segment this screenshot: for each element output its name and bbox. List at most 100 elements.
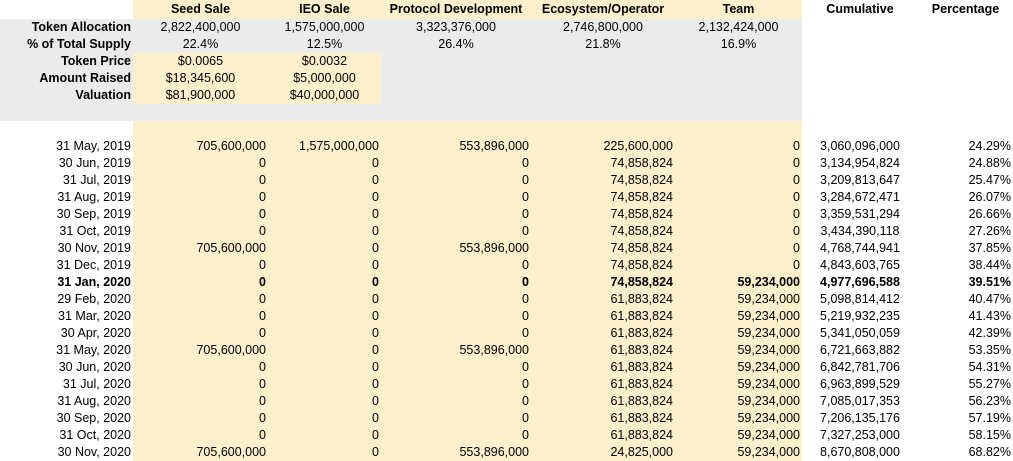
- value-cell[interactable]: 74,858,824: [531, 257, 675, 274]
- value-cell[interactable]: 0: [133, 274, 268, 291]
- value-cell[interactable]: 74,858,824: [531, 240, 675, 257]
- percentage-cell[interactable]: 41.43%: [918, 308, 1013, 325]
- cumulative-cell[interactable]: 7,085,017,353: [802, 393, 918, 410]
- value-cell[interactable]: 0: [133, 427, 268, 444]
- value-cell[interactable]: 705,600,000: [133, 342, 268, 359]
- empty-cell[interactable]: [268, 121, 381, 138]
- empty-cell[interactable]: [918, 87, 1013, 104]
- value-cell[interactable]: 0: [133, 376, 268, 393]
- cumulative-cell[interactable]: 6,842,781,706: [802, 359, 918, 376]
- value-cell[interactable]: 0: [675, 155, 802, 172]
- value-cell[interactable]: 0: [381, 155, 531, 172]
- summary-cell[interactable]: $40,000,000: [268, 87, 381, 104]
- cumulative-cell[interactable]: 6,963,899,529: [802, 376, 918, 393]
- value-cell[interactable]: 0: [268, 240, 381, 257]
- empty-cell[interactable]: [531, 104, 675, 121]
- cumulative-cell[interactable]: 4,768,744,941: [802, 240, 918, 257]
- value-cell[interactable]: 74,858,824: [531, 223, 675, 240]
- empty-cell[interactable]: [802, 104, 918, 121]
- percentage-cell[interactable]: 26.66%: [918, 206, 1013, 223]
- percentage-cell[interactable]: 54.31%: [918, 359, 1013, 376]
- column-header[interactable]: Protocol Development: [381, 0, 531, 19]
- value-cell[interactable]: 59,234,000: [675, 308, 802, 325]
- value-cell[interactable]: 0: [268, 223, 381, 240]
- column-header[interactable]: IEO Sale: [268, 0, 381, 19]
- summary-cell[interactable]: [675, 53, 802, 70]
- cumulative-cell[interactable]: 3,434,390,118: [802, 223, 918, 240]
- value-cell[interactable]: 705,600,000: [133, 240, 268, 257]
- value-cell[interactable]: 0: [133, 308, 268, 325]
- summary-cell[interactable]: [675, 87, 802, 104]
- empty-cell[interactable]: [802, 19, 918, 36]
- value-cell[interactable]: 0: [133, 410, 268, 427]
- empty-cell[interactable]: [802, 53, 918, 70]
- value-cell[interactable]: 59,234,000: [675, 410, 802, 427]
- value-cell[interactable]: 0: [268, 155, 381, 172]
- empty-cell[interactable]: [918, 121, 1013, 138]
- value-cell[interactable]: 0: [133, 359, 268, 376]
- value-cell[interactable]: 0: [675, 206, 802, 223]
- value-cell[interactable]: 61,883,824: [531, 427, 675, 444]
- empty-cell[interactable]: [918, 19, 1013, 36]
- empty-cell[interactable]: [802, 70, 918, 87]
- date-cell[interactable]: 31 Oct, 2020: [0, 427, 133, 444]
- summary-cell[interactable]: $0.0032: [268, 53, 381, 70]
- empty-cell[interactable]: [133, 104, 268, 121]
- empty-cell[interactable]: [918, 53, 1013, 70]
- cumulative-cell[interactable]: 3,359,531,294: [802, 206, 918, 223]
- empty-cell[interactable]: [802, 87, 918, 104]
- value-cell[interactable]: 0: [381, 223, 531, 240]
- value-cell[interactable]: 0: [133, 189, 268, 206]
- percentage-cell[interactable]: 58.15%: [918, 427, 1013, 444]
- value-cell[interactable]: 59,234,000: [675, 393, 802, 410]
- column-header[interactable]: Team: [675, 0, 802, 19]
- value-cell[interactable]: 61,883,824: [531, 410, 675, 427]
- summary-cell[interactable]: [381, 70, 531, 87]
- value-cell[interactable]: 0: [381, 206, 531, 223]
- value-cell[interactable]: 0: [133, 291, 268, 308]
- value-cell[interactable]: 0: [268, 172, 381, 189]
- value-cell[interactable]: 0: [268, 257, 381, 274]
- date-cell[interactable]: 31 Oct, 2019: [0, 223, 133, 240]
- column-header[interactable]: Seed Sale: [133, 0, 268, 19]
- value-cell[interactable]: 0: [268, 206, 381, 223]
- cumulative-cell[interactable]: 3,284,672,471: [802, 189, 918, 206]
- summary-cell[interactable]: 1,575,000,000: [268, 19, 381, 36]
- summary-cell[interactable]: $0.0065: [133, 53, 268, 70]
- summary-cell[interactable]: 3,323,376,000: [381, 19, 531, 36]
- empty-cell[interactable]: [133, 121, 268, 138]
- value-cell[interactable]: 0: [133, 223, 268, 240]
- value-cell[interactable]: 0: [381, 291, 531, 308]
- date-cell[interactable]: 31 Jul, 2020: [0, 376, 133, 393]
- value-cell[interactable]: 0: [381, 189, 531, 206]
- value-cell[interactable]: 74,858,824: [531, 189, 675, 206]
- summary-cell[interactable]: 2,132,424,000: [675, 19, 802, 36]
- cumulative-cell[interactable]: 5,341,050,059: [802, 325, 918, 342]
- cumulative-cell[interactable]: 3,209,813,647: [802, 172, 918, 189]
- value-cell[interactable]: 59,234,000: [675, 376, 802, 393]
- value-cell[interactable]: 553,896,000: [381, 240, 531, 257]
- value-cell[interactable]: 0: [381, 410, 531, 427]
- cumulative-cell[interactable]: 4,843,603,765: [802, 257, 918, 274]
- value-cell[interactable]: 61,883,824: [531, 291, 675, 308]
- empty-cell[interactable]: [381, 121, 531, 138]
- percentage-cell[interactable]: 39.51%: [918, 274, 1013, 291]
- value-cell[interactable]: 0: [133, 325, 268, 342]
- summary-cell[interactable]: [531, 53, 675, 70]
- empty-cell[interactable]: [0, 104, 133, 121]
- value-cell[interactable]: 0: [268, 410, 381, 427]
- value-cell[interactable]: 61,883,824: [531, 393, 675, 410]
- value-cell[interactable]: 59,234,000: [675, 342, 802, 359]
- percentage-cell[interactable]: 55.27%: [918, 376, 1013, 393]
- value-cell[interactable]: 0: [268, 342, 381, 359]
- summary-cell[interactable]: [381, 53, 531, 70]
- value-cell[interactable]: 0: [133, 172, 268, 189]
- value-cell[interactable]: 0: [675, 240, 802, 257]
- value-cell[interactable]: 0: [268, 325, 381, 342]
- value-cell[interactable]: 61,883,824: [531, 325, 675, 342]
- value-cell[interactable]: 0: [381, 274, 531, 291]
- date-cell[interactable]: 31 Jul, 2019: [0, 172, 133, 189]
- value-cell[interactable]: 74,858,824: [531, 172, 675, 189]
- empty-cell[interactable]: [268, 104, 381, 121]
- value-cell[interactable]: 61,883,824: [531, 376, 675, 393]
